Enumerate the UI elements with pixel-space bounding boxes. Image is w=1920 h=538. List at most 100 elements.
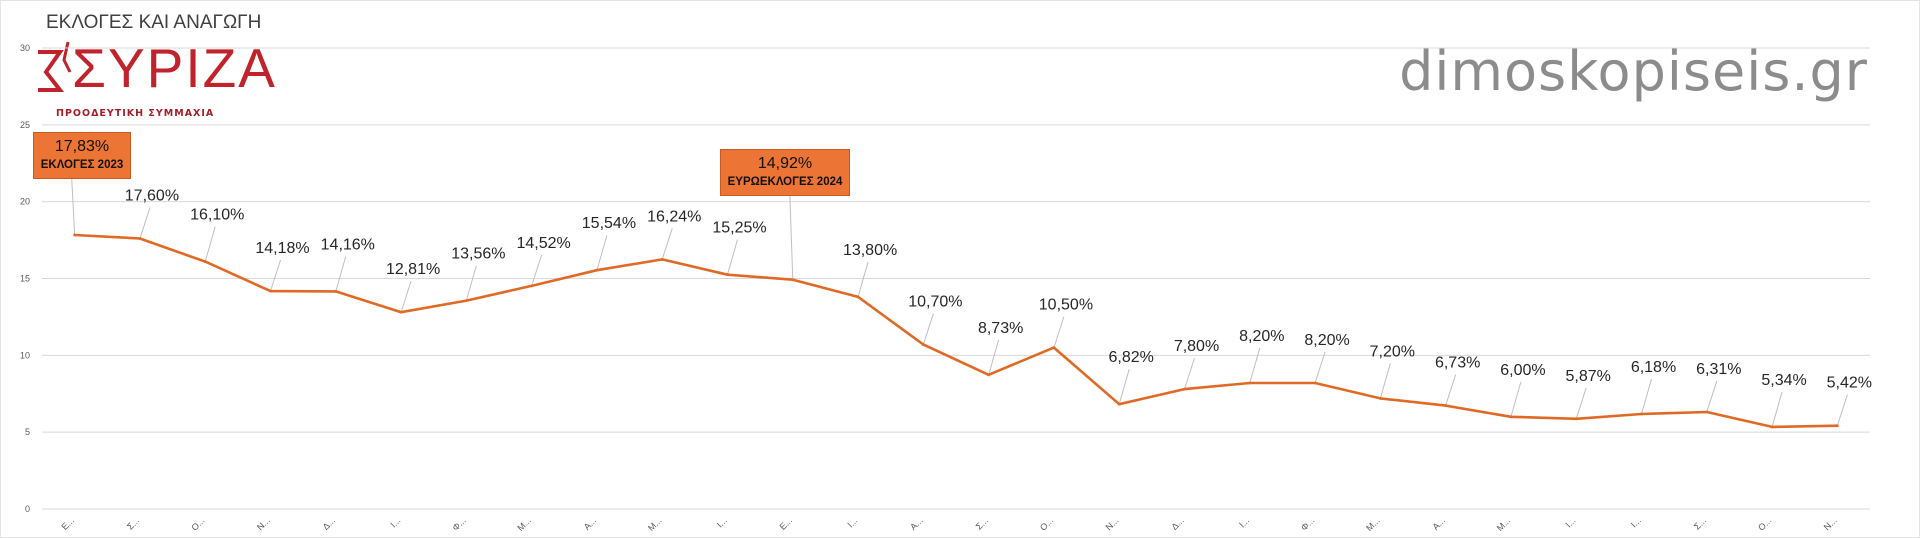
- data-point: [1509, 415, 1513, 419]
- x-tick-label: Α...: [1430, 515, 1447, 532]
- data-label-leader-line: [922, 313, 934, 345]
- data-label: 12,81%: [386, 261, 440, 278]
- callout-euroelections-2024: 14,92% ΕΥΡΩΕΚΛΟΓΕΣ 2024: [720, 149, 850, 196]
- y-tick-label: 15: [20, 274, 30, 284]
- data-point: [73, 233, 77, 237]
- data-point: [1574, 417, 1578, 421]
- data-label: 14,16%: [321, 236, 375, 253]
- data-label-leader-line: [1314, 351, 1326, 384]
- x-tick-label: Μ...: [646, 515, 664, 533]
- y-tick-label: 30: [20, 43, 30, 53]
- data-label-leader-line: [857, 261, 869, 298]
- data-label: 6,00%: [1500, 362, 1545, 379]
- party-logo: ΣΥΡΙΖΑ ΠΡΟΟΔΕΥΤΙΚΗ ΣΥΜΜΑΧΙΑ: [30, 37, 275, 124]
- data-label: 10,50%: [1039, 297, 1093, 314]
- data-point: [1313, 381, 1317, 385]
- data-point: [399, 310, 403, 314]
- data-label-leader-line: [1706, 380, 1718, 413]
- data-label: 15,25%: [712, 220, 766, 237]
- data-point: [1052, 346, 1056, 350]
- data-label: 16,24%: [647, 208, 701, 225]
- data-point: [921, 343, 925, 346]
- data-label: 15,54%: [582, 215, 636, 232]
- source-watermark: dimoskopiseis.gr: [1399, 40, 1868, 103]
- data-label: 5,42%: [1827, 375, 1872, 392]
- data-label-leader-line: [400, 280, 412, 313]
- data-point: [1640, 412, 1643, 416]
- x-tick-label: Φ...: [1299, 515, 1316, 532]
- x-tick-label: Ι...: [845, 515, 859, 529]
- y-tick-label: 0: [25, 504, 30, 514]
- y-tick-label: 25: [20, 120, 30, 130]
- data-label: 8,73%: [978, 320, 1023, 337]
- y-tick-label: 20: [20, 197, 30, 207]
- data-label: 10,70%: [908, 294, 962, 311]
- data-label-leader-line: [1379, 363, 1391, 399]
- data-label: 13,56%: [451, 246, 505, 263]
- data-label-leader-line: [465, 265, 477, 301]
- data-point: [856, 295, 860, 299]
- callout-leader-line: [789, 193, 794, 280]
- callout-label: ΕΚΛΟΓΕΣ 2023: [40, 159, 124, 171]
- data-point: [726, 273, 729, 277]
- data-label: 6,18%: [1631, 359, 1676, 376]
- x-tick-label: Σ...: [125, 515, 141, 531]
- data-point: [1183, 387, 1186, 391]
- data-label-leader-line: [1836, 394, 1848, 426]
- data-label-leader-line: [727, 239, 738, 275]
- data-label-leader-line: [1053, 316, 1065, 348]
- data-point: [1705, 410, 1709, 414]
- x-tick-label: Ι...: [715, 515, 729, 529]
- data-point: [464, 299, 468, 303]
- data-point: [334, 290, 338, 293]
- data-label: 6,82%: [1109, 349, 1154, 366]
- data-label-leader-line: [1249, 347, 1261, 384]
- chart-title: ΕΚΛΟΓΕΣ ΚΑΙ ΑΝΑΓΩΓΗ: [46, 12, 262, 33]
- data-label: 17,60%: [125, 188, 179, 205]
- x-tick-label: Δ...: [1169, 515, 1186, 532]
- data-label-leader-line: [139, 207, 151, 239]
- data-label-leader-line: [1510, 381, 1522, 417]
- callout-value: 17,83%: [54, 138, 110, 155]
- x-tick-label: Ε...: [59, 515, 76, 532]
- data-label-leader-line: [270, 259, 281, 292]
- y-tick-label: 10: [20, 350, 30, 360]
- data-label: 7,20%: [1370, 343, 1415, 360]
- data-point: [1770, 425, 1774, 429]
- data-label-leader-line: [1445, 374, 1457, 406]
- data-point: [1444, 404, 1448, 407]
- data-point: [138, 237, 142, 240]
- x-tick-label: Α...: [582, 515, 599, 532]
- callout-label: ΕΥΡΩΕΚΛΟΓΕΣ 2024: [727, 176, 843, 188]
- data-label: 14,18%: [255, 240, 309, 257]
- data-label: 16,10%: [190, 207, 244, 224]
- x-tick-label: Ι...: [388, 515, 402, 529]
- data-label-leader-line: [204, 226, 216, 262]
- data-label-leader-line: [1118, 369, 1130, 405]
- x-tick-label: Α...: [908, 515, 925, 532]
- data-point: [660, 258, 664, 261]
- x-tick-label: Ι...: [1237, 515, 1251, 529]
- data-label: 8,20%: [1239, 328, 1284, 345]
- data-label: 6,31%: [1696, 361, 1741, 378]
- x-tick-label: Ι...: [1563, 515, 1577, 529]
- data-point: [530, 284, 534, 288]
- data-label-leader-line: [1641, 378, 1652, 415]
- data-point: [791, 278, 795, 282]
- data-label-leader-line: [531, 254, 543, 287]
- data-point: [1248, 381, 1252, 385]
- data-label: 8,20%: [1304, 332, 1349, 349]
- x-tick-label: Ι...: [1629, 515, 1643, 529]
- logo-wordmark: ΣΥΡΙΖΑ: [72, 37, 277, 99]
- x-tick-label: Μ...: [1364, 515, 1382, 533]
- data-point: [1378, 396, 1382, 400]
- callout-value: 14,92%: [757, 155, 813, 172]
- x-tick-label: Μ...: [515, 515, 533, 533]
- x-tick-label: Φ...: [450, 515, 467, 532]
- data-label: 5,87%: [1566, 368, 1611, 385]
- data-label: 7,80%: [1174, 338, 1219, 355]
- x-tick-label: Μ...: [1495, 515, 1513, 533]
- y-tick-label: 5: [25, 427, 30, 437]
- data-point: [595, 268, 599, 272]
- data-label-leader-line: [1184, 357, 1195, 390]
